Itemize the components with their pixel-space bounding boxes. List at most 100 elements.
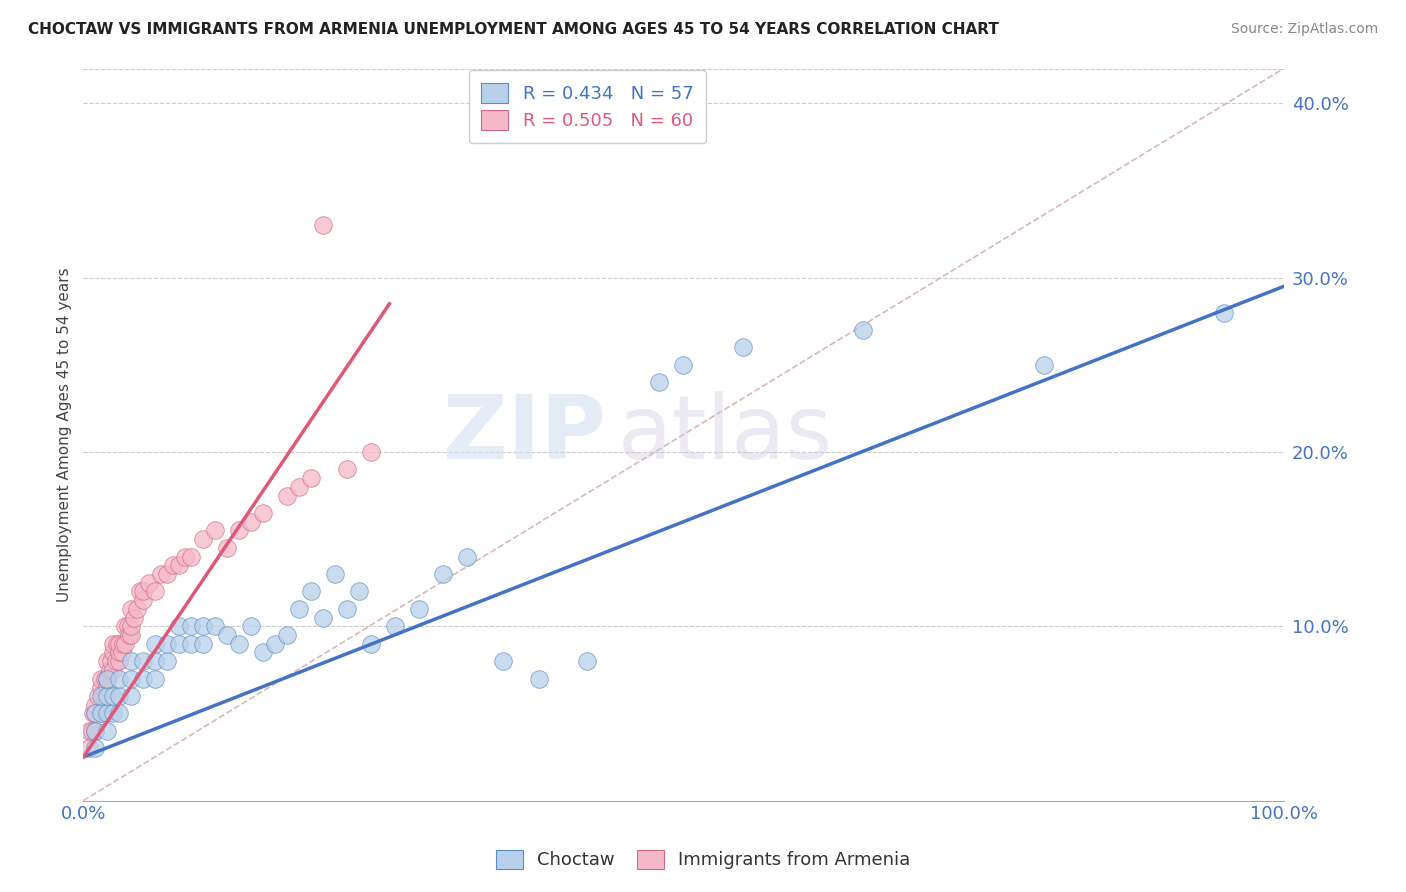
Point [360,445,382,459]
Point [240,515,263,529]
Point [240,619,263,633]
Point [143,584,166,599]
Point [120,654,142,668]
Point [312,219,335,233]
Point [529,672,551,686]
Point [312,610,335,624]
Point [108,672,131,686]
Point [169,637,191,651]
Point [336,602,359,616]
Point [180,549,202,564]
Point [108,654,131,668]
Point [325,567,347,582]
Point [120,602,142,616]
Point [104,654,127,668]
Point [90,681,112,695]
Point [193,637,215,651]
Point [252,506,274,520]
Point [103,706,125,721]
Point [117,619,139,633]
Point [288,480,311,494]
Point [299,584,322,599]
Point [90,689,112,703]
Point [90,706,112,721]
Point [96,672,118,686]
Point [217,628,239,642]
Point [108,645,131,659]
Point [1032,358,1054,372]
Point [82,706,104,721]
Point [456,549,478,564]
Point [432,567,454,582]
Point [96,654,118,668]
Point [138,575,160,590]
Point [105,637,128,651]
Point [336,462,359,476]
Point [408,602,430,616]
Point [1212,305,1234,319]
Legend: Choctaw, Immigrants from Armenia: Choctaw, Immigrants from Armenia [486,840,920,879]
Point [143,672,166,686]
Point [193,532,215,546]
Point [98,663,121,677]
Point [156,567,179,582]
Point [86,689,108,703]
Point [120,628,142,642]
Point [96,681,118,695]
Point [84,741,107,756]
Point [132,584,155,599]
Point [228,637,250,651]
Point [127,602,149,616]
Point [96,689,118,703]
Point [204,524,226,538]
Point [93,689,115,703]
Point [672,358,695,372]
Point [103,637,125,651]
Point [120,689,142,703]
Text: Source: ZipAtlas.com: Source: ZipAtlas.com [1230,22,1378,37]
Point [150,567,173,582]
Point [120,672,142,686]
Point [132,672,155,686]
Text: CHOCTAW VS IMMIGRANTS FROM ARMENIA UNEMPLOYMENT AMONG AGES 45 TO 54 YEARS CORREL: CHOCTAW VS IMMIGRANTS FROM ARMENIA UNEMP… [28,22,1000,37]
Point [180,619,202,633]
Point [156,654,179,668]
Point [84,698,107,712]
Y-axis label: Unemployment Among Ages 45 to 54 years: Unemployment Among Ages 45 to 54 years [58,268,72,602]
Point [84,723,107,738]
Point [143,654,166,668]
Point [288,602,311,616]
Legend: R = 0.434   N = 57, R = 0.505   N = 60: R = 0.434 N = 57, R = 0.505 N = 60 [468,70,706,143]
Point [174,549,197,564]
Point [492,654,515,668]
Point [132,654,155,668]
Point [169,558,191,573]
Point [114,637,136,651]
Point [84,723,107,738]
Point [576,654,599,668]
Point [204,619,226,633]
Point [96,723,118,738]
Point [228,524,250,538]
Point [111,645,134,659]
Point [84,706,107,721]
Point [90,672,112,686]
Point [96,706,118,721]
Point [384,619,406,633]
Point [360,637,382,651]
Point [276,628,298,642]
Point [84,706,107,721]
Point [96,672,118,686]
Point [114,619,136,633]
Point [79,741,101,756]
Point [299,471,322,485]
Point [103,645,125,659]
Point [79,723,101,738]
Point [276,489,298,503]
Text: ZIP: ZIP [443,391,606,478]
Point [108,689,131,703]
Point [156,637,179,651]
Point [103,689,125,703]
Point [118,628,141,642]
Point [162,558,184,573]
